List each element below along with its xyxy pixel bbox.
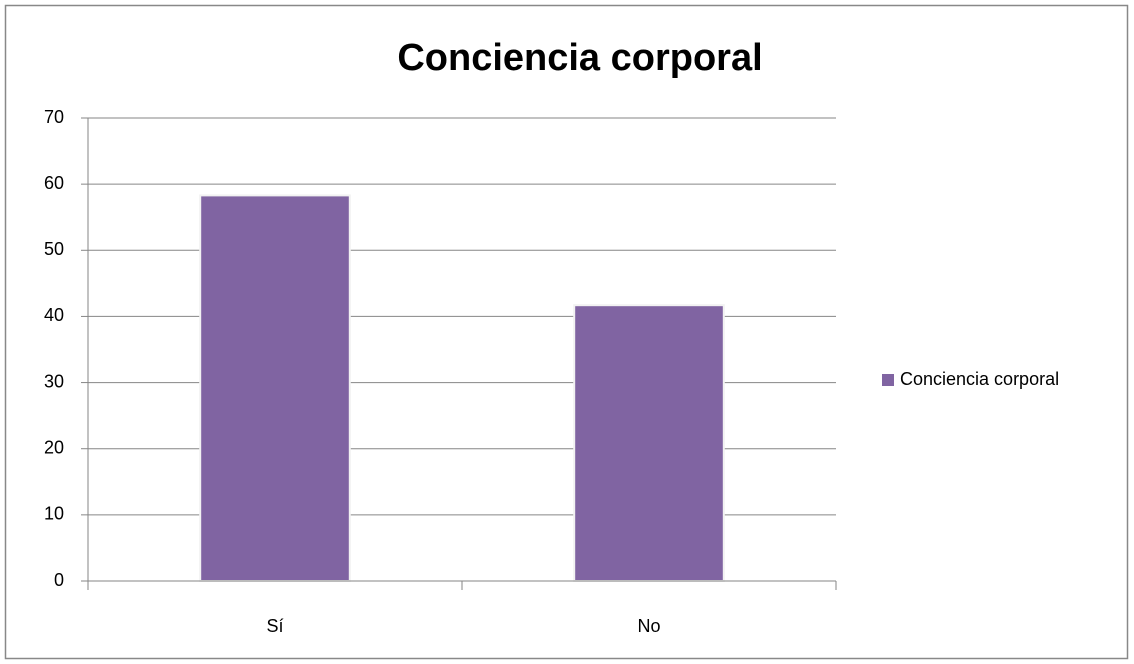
y-tick-label: 30 [44, 371, 64, 391]
y-tick-label: 60 [44, 173, 64, 193]
y-tick-label: 70 [44, 107, 64, 127]
bar [199, 194, 351, 582]
y-tick-label: 10 [44, 504, 64, 524]
x-tick-label: Sí [266, 616, 283, 636]
chart-title: Conciencia corporal [397, 37, 762, 79]
y-tick-label: 50 [44, 239, 64, 259]
bar [573, 304, 725, 582]
chart-border [4, 4, 1129, 660]
y-tick-label: 40 [44, 305, 64, 325]
y-tick-label: 20 [44, 437, 64, 457]
y-tick-label: 0 [54, 570, 64, 590]
x-tick-label: No [637, 616, 660, 636]
legend-swatch [882, 374, 894, 386]
legend-label: Conciencia corporal [900, 369, 1059, 389]
